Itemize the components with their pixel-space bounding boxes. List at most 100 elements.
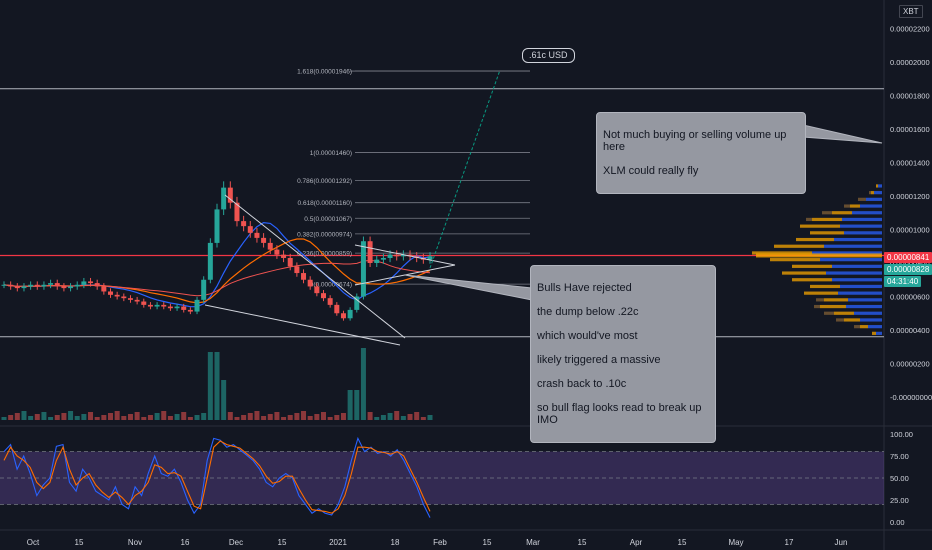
volume-bar <box>108 413 113 420</box>
volume-profile-bar <box>842 217 882 222</box>
volume-bar <box>340 413 346 420</box>
moving-average-red <box>3 259 431 297</box>
volume-bar <box>387 413 393 420</box>
candle-body <box>108 291 113 295</box>
volume-bar <box>287 415 293 420</box>
candle-body <box>274 249 280 255</box>
candle-body <box>347 309 353 319</box>
volume-profile-bar <box>860 204 882 208</box>
volume-bar <box>201 413 207 420</box>
volume-bar <box>187 417 193 420</box>
volume-profile-bar <box>836 318 844 322</box>
annotation-line: XLM could really fly <box>603 165 699 177</box>
volume-bar <box>81 414 87 420</box>
volume-bar <box>374 417 380 420</box>
candle-body <box>207 242 213 280</box>
volume-bar <box>267 414 273 420</box>
volume-profile-bar <box>826 271 882 275</box>
volume-bar <box>74 416 80 420</box>
candle-body <box>94 283 100 287</box>
volume-profile-bar <box>832 211 852 215</box>
fib-level-label: 0.382(0.00000974) <box>297 231 352 238</box>
candle-body <box>380 257 386 260</box>
volume-bar <box>307 416 313 420</box>
candle-body <box>181 306 187 310</box>
candle-body <box>201 279 207 300</box>
volume-profile-bar <box>840 224 882 228</box>
target-callout: .61c USD <box>522 48 575 63</box>
volume-bar <box>314 414 320 420</box>
volume-bar <box>221 380 227 420</box>
volume-profile-bar <box>860 325 868 329</box>
y-tick-label: 0.00002200 <box>890 25 930 34</box>
fib-level-label: 1.618(0.00001946) <box>297 69 352 76</box>
volume-bar <box>334 415 340 420</box>
volume-profile-bar <box>804 291 838 295</box>
volume-profile-bar <box>866 197 882 201</box>
volume-bar <box>214 352 220 420</box>
candle-body <box>407 254 413 257</box>
volume-bar <box>134 412 140 420</box>
fib-level-label: 0.618(0.00001160) <box>298 200 352 207</box>
volume-profile-bar <box>822 211 832 215</box>
volume-profile-bar <box>814 304 820 309</box>
candle-body <box>267 242 273 250</box>
x-tick-label: Apr <box>630 538 643 547</box>
volume-bar <box>347 390 353 420</box>
volume-bar <box>14 413 20 420</box>
candle-body <box>194 299 200 312</box>
volume-profile-bar <box>872 331 876 335</box>
volume-bar <box>161 411 167 420</box>
x-tick-label: 16 <box>181 538 190 547</box>
volume-bar <box>420 417 426 420</box>
volume-profile-bar <box>800 224 840 228</box>
volume-profile-bar <box>816 298 824 302</box>
volume-bar <box>274 412 280 420</box>
price-label-ema: 0.00000828 <box>884 264 932 275</box>
volume-bar <box>294 413 300 420</box>
candle-body <box>28 284 34 287</box>
volume-bar <box>147 415 153 420</box>
volume-bar <box>354 390 360 420</box>
volume-profile-bar <box>854 325 860 329</box>
annotation-volume-note: Not much buying or selling volume up her… <box>596 112 806 194</box>
candle-body <box>48 283 54 285</box>
candle-body <box>387 254 393 258</box>
volume-profile-bar <box>832 278 882 282</box>
oscillator-tick-label: 75.00 <box>890 452 909 461</box>
volume-bar <box>194 415 200 420</box>
volume-bar <box>247 413 253 420</box>
y-tick-label: -0.00000000 <box>890 393 932 402</box>
x-tick-label: 2021 <box>329 538 347 547</box>
candle-body <box>427 256 433 260</box>
candle-body <box>88 281 94 284</box>
candle-body <box>21 286 27 289</box>
volume-profile-bar <box>848 298 882 302</box>
volume-profile-bar <box>834 311 854 315</box>
volume-profile-bar <box>812 217 842 222</box>
candle-body <box>234 202 240 222</box>
volume-profile-bar <box>860 318 882 322</box>
candle-body <box>127 298 133 300</box>
fib-level-label: 0.5(0.00001067) <box>304 216 352 223</box>
symbol-label: XBT <box>899 5 923 18</box>
oscillator-k-line <box>3 436 431 518</box>
candle-body <box>134 299 140 302</box>
candle-body <box>14 286 20 289</box>
candle-body <box>41 284 47 287</box>
candle-body <box>68 286 74 289</box>
volume-profile-bar <box>820 258 882 262</box>
candle-body <box>261 237 267 243</box>
volume-profile-bar <box>876 184 878 188</box>
annotation-line: which would've most <box>537 330 638 342</box>
volume-bar <box>367 412 373 420</box>
candle-body <box>334 304 340 314</box>
x-tick-label: 15 <box>578 538 587 547</box>
x-tick-label: 17 <box>785 538 794 547</box>
volume-profile-bar <box>824 311 834 315</box>
candle-body <box>400 254 406 257</box>
volume-bar <box>281 417 287 420</box>
volume-bar <box>68 411 74 420</box>
candle-body <box>8 284 14 287</box>
